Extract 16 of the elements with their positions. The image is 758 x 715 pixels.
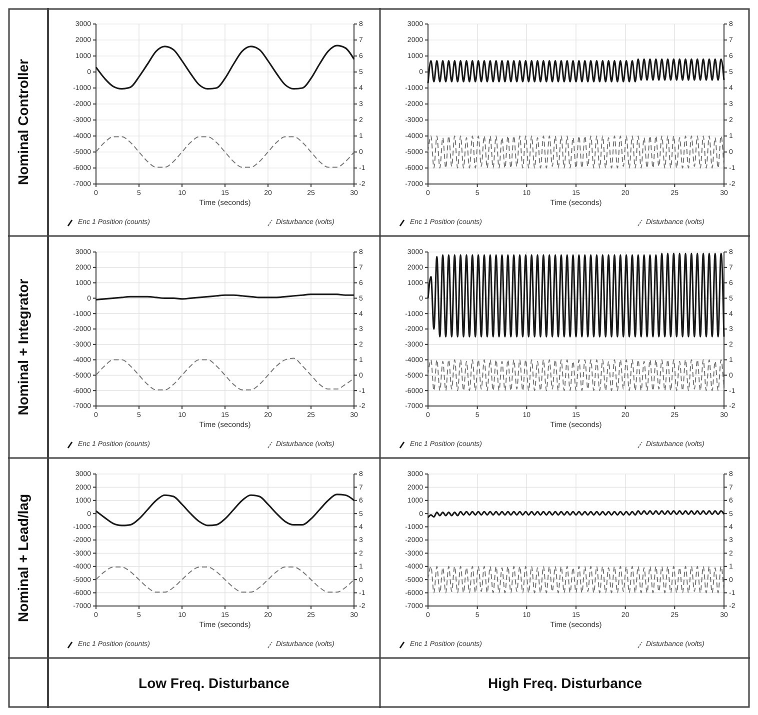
- text: High Freq. Disturbance: [488, 675, 642, 691]
- line-series: [428, 136, 724, 168]
- line-series: [96, 358, 354, 390]
- y-axis-title: Nominal Controller: [15, 58, 31, 186]
- line-series: [427, 252, 725, 338]
- line-series: [428, 359, 724, 392]
- y-axis-title: Nominal + Integrator: [15, 278, 31, 416]
- line-series: [96, 566, 354, 593]
- line-series: [95, 44, 355, 90]
- line-series: [427, 510, 725, 518]
- line-series: [95, 494, 355, 526]
- line-series: [428, 566, 724, 594]
- text: Low Freq. Disturbance: [138, 675, 290, 691]
- line-series: [96, 136, 354, 168]
- line-series: [427, 58, 725, 84]
- y-axis-title: Nominal + Lead/lag: [15, 494, 31, 622]
